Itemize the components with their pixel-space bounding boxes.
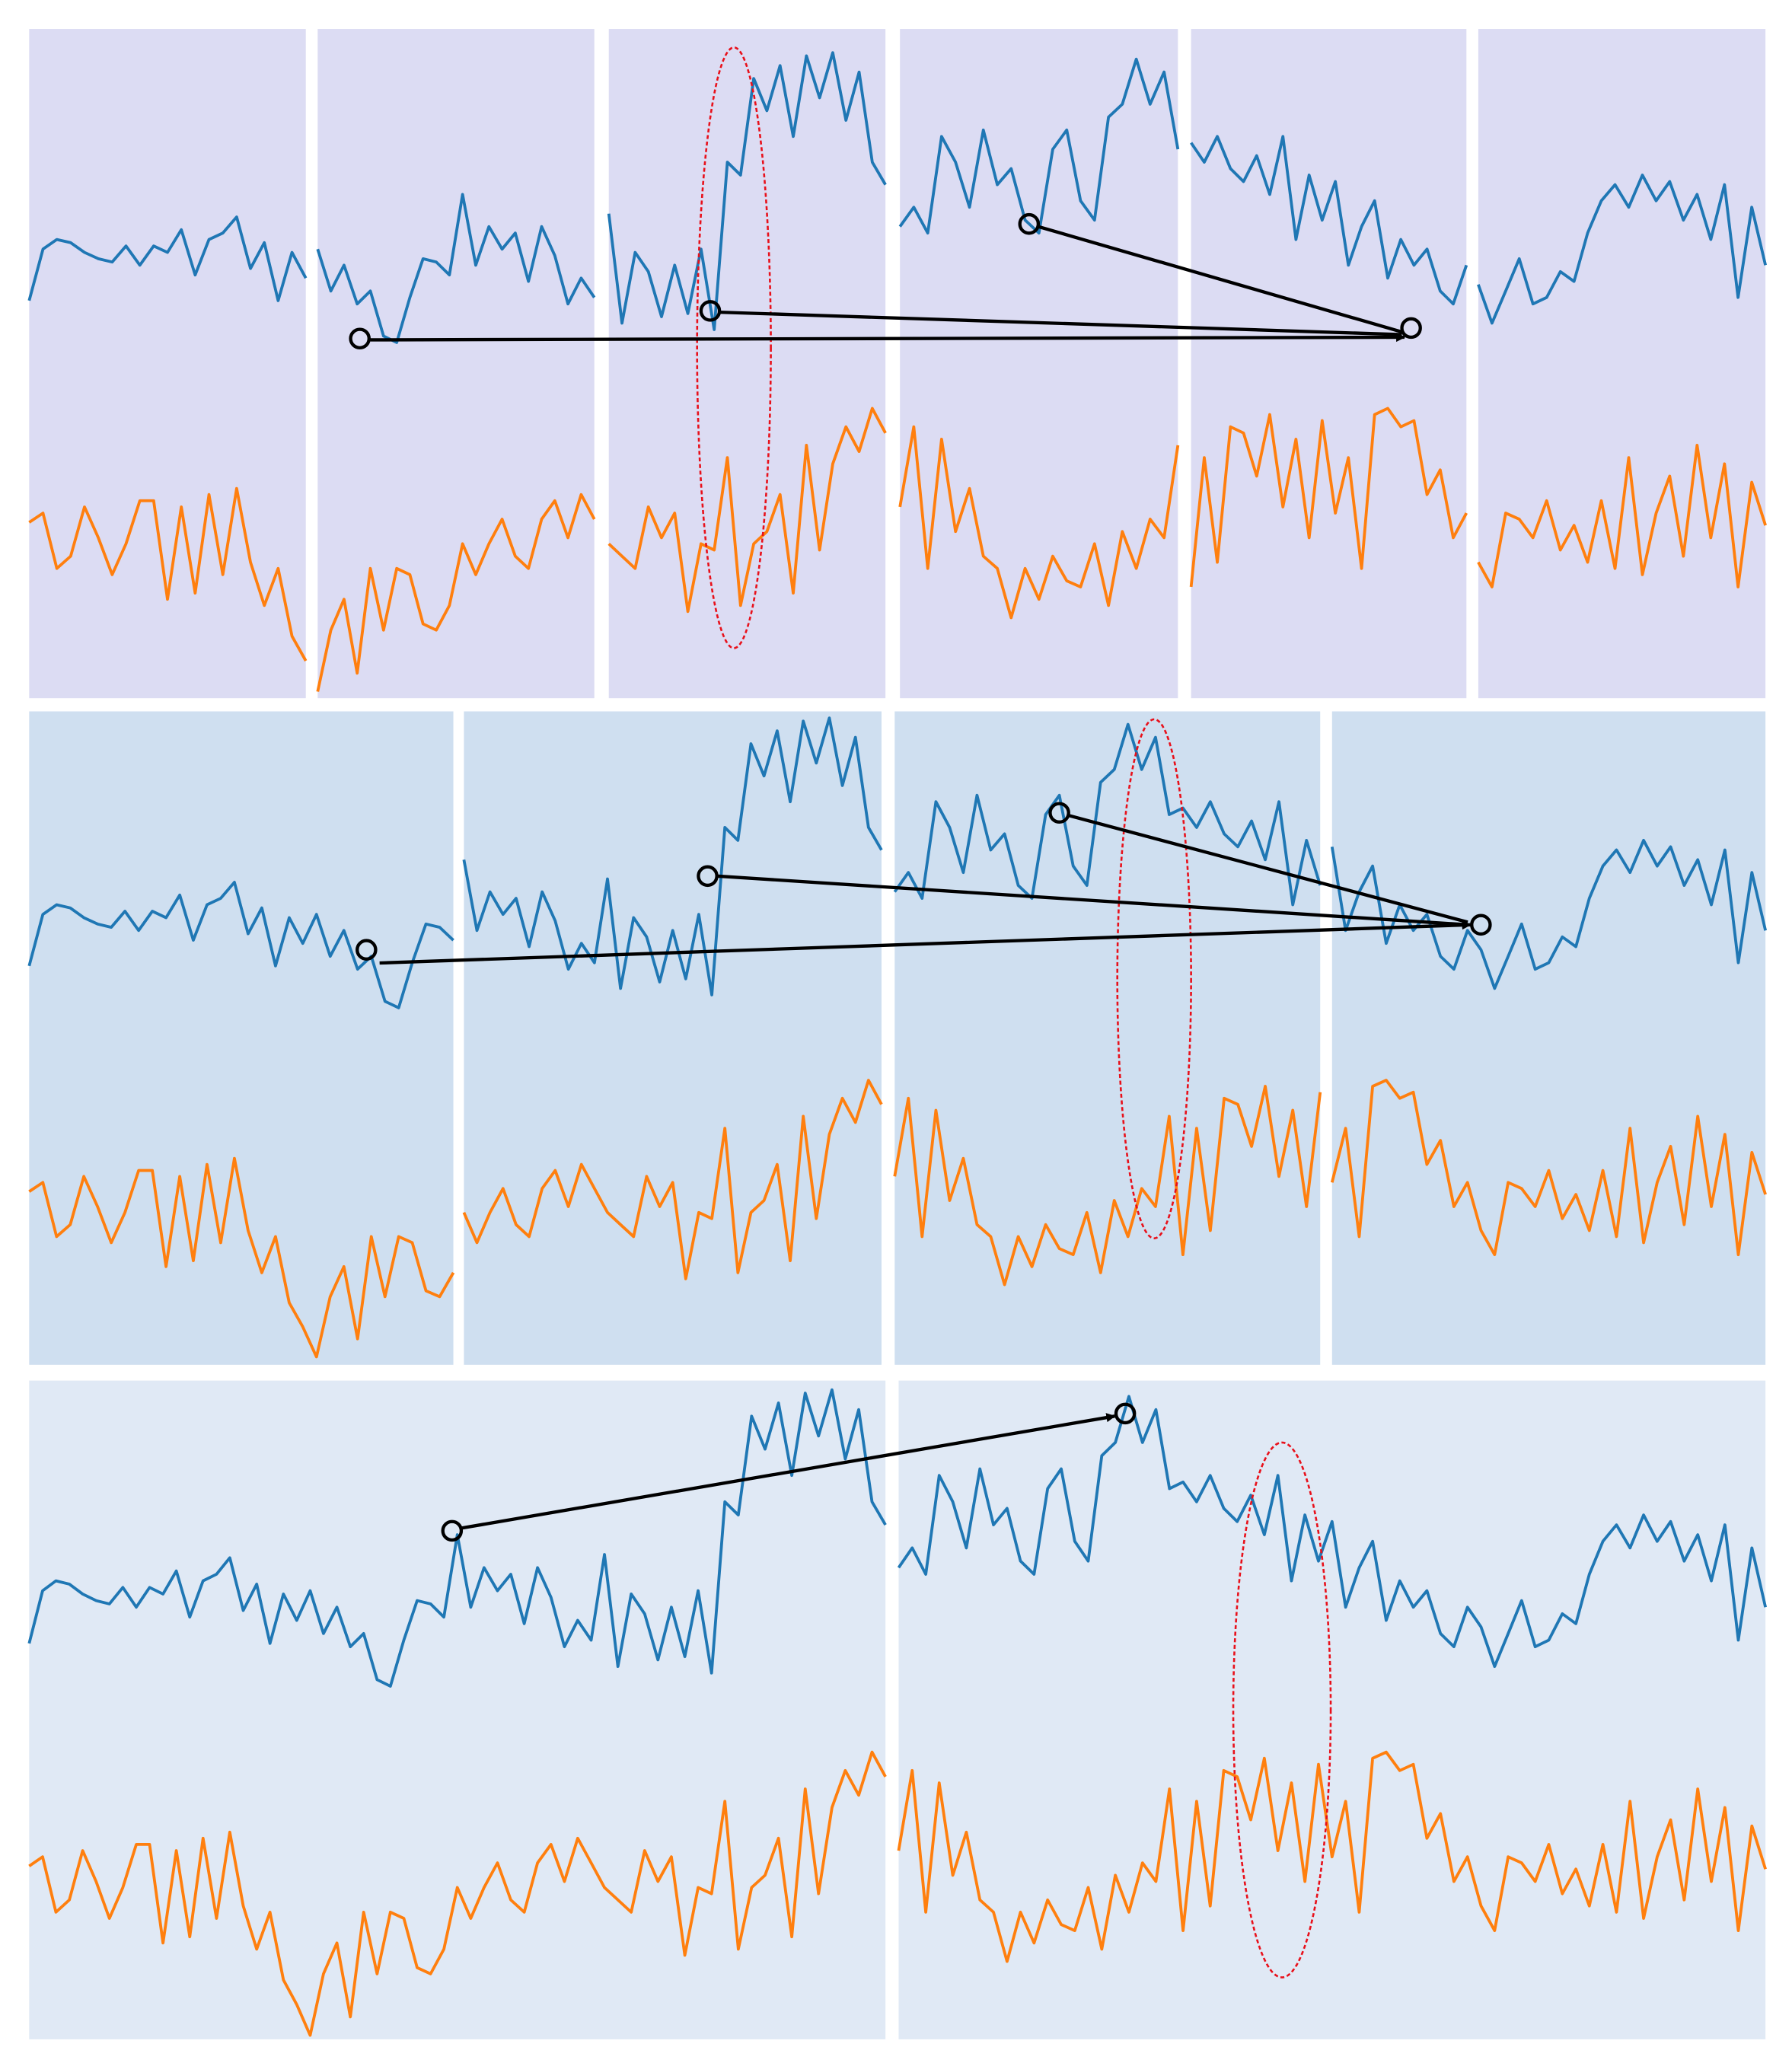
series-line — [1477, 444, 1767, 588]
panel — [898, 1380, 1766, 2039]
arrow — [719, 310, 1402, 336]
panel — [894, 711, 1321, 1365]
series-line — [1330, 838, 1767, 990]
match-point — [441, 1519, 464, 1542]
series-line — [462, 1079, 883, 1280]
panel — [317, 29, 595, 699]
series-line — [607, 407, 887, 614]
series-line — [28, 1750, 887, 2037]
panel — [29, 711, 454, 1365]
series-line — [1330, 1079, 1767, 1257]
series-line — [897, 1750, 1767, 1963]
match-point — [1048, 802, 1070, 824]
arrow — [1068, 814, 1468, 924]
series-line — [27, 1388, 887, 1688]
series-line — [898, 57, 1180, 235]
panel — [608, 29, 886, 699]
series-line — [1190, 135, 1468, 306]
arrow — [716, 874, 1468, 926]
highlight-ellipse — [1232, 1441, 1332, 1979]
series-line — [27, 881, 454, 1009]
match-point — [356, 939, 378, 961]
series-line — [607, 51, 887, 331]
series-line — [27, 215, 308, 302]
series-line — [893, 1085, 1322, 1287]
panel — [1478, 29, 1766, 699]
series-line — [893, 722, 1322, 907]
match-point — [1018, 212, 1041, 235]
series-line — [316, 193, 596, 344]
annotations — [349, 46, 1492, 1979]
match-point — [349, 327, 371, 350]
arrow — [1038, 225, 1403, 334]
series-line — [1477, 174, 1767, 325]
series-line — [1189, 407, 1468, 588]
highlight-ellipse — [696, 46, 772, 649]
panels — [29, 29, 1766, 2039]
series-line — [316, 493, 596, 692]
match-point — [699, 300, 722, 322]
panel — [464, 711, 882, 1365]
panel — [1331, 711, 1766, 1365]
series-line — [28, 1156, 455, 1359]
panel — [29, 1380, 886, 2039]
highlight-ellipse — [1116, 718, 1192, 1239]
series-line — [462, 716, 883, 996]
arrow — [370, 332, 1406, 343]
series-line — [897, 1395, 1768, 1669]
series-line — [28, 486, 308, 662]
match-point — [1470, 914, 1492, 936]
panel — [900, 29, 1178, 699]
series-line — [898, 425, 1180, 620]
arrow — [461, 1413, 1116, 1530]
match-point — [1114, 1402, 1137, 1425]
panel — [1191, 29, 1467, 699]
arrow — [379, 920, 1472, 965]
match-point — [1400, 317, 1422, 340]
lines — [27, 51, 1768, 2037]
